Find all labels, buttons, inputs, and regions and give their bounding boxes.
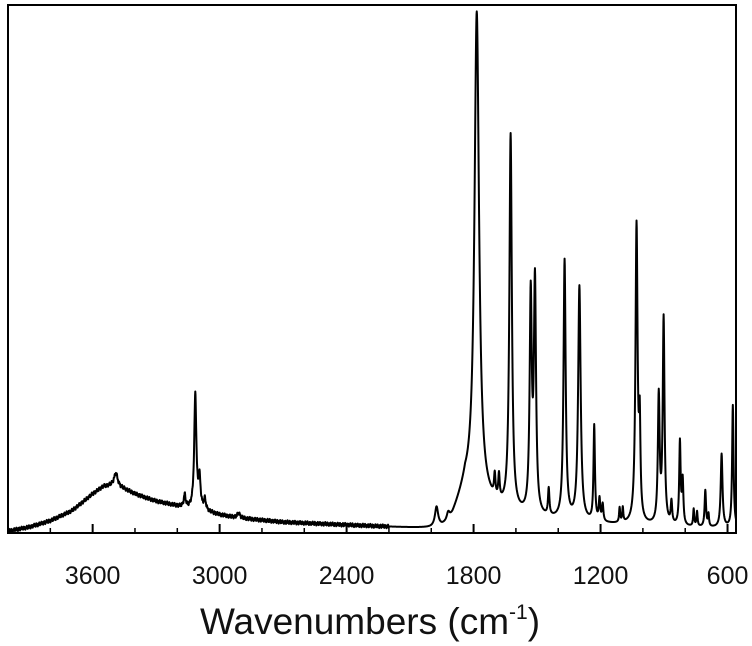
x-tick-label: 600	[707, 562, 749, 590]
x-tick-label: 2400	[319, 562, 375, 590]
x-tick-label: 3600	[65, 562, 121, 590]
x-axis-label: Wavenumbers (cm-1)	[200, 601, 540, 642]
plot-background	[8, 5, 736, 533]
x-tick-labels: 3600 3000 2400 1800 1200 600	[65, 562, 749, 590]
x-axis-label-main: Wavenumbers (cm	[200, 601, 509, 642]
major-ticks	[91, 524, 729, 533]
plot-frame	[7, 4, 737, 534]
x-tick-label: 3000	[192, 562, 248, 590]
x-axis-label-close: )	[528, 601, 540, 642]
spectrum-line	[7, 10, 737, 534]
x-tick-label: 1200	[573, 562, 629, 590]
x-axis-label-superscript: -1	[509, 601, 528, 624]
x-tick-label: 1800	[446, 562, 502, 590]
